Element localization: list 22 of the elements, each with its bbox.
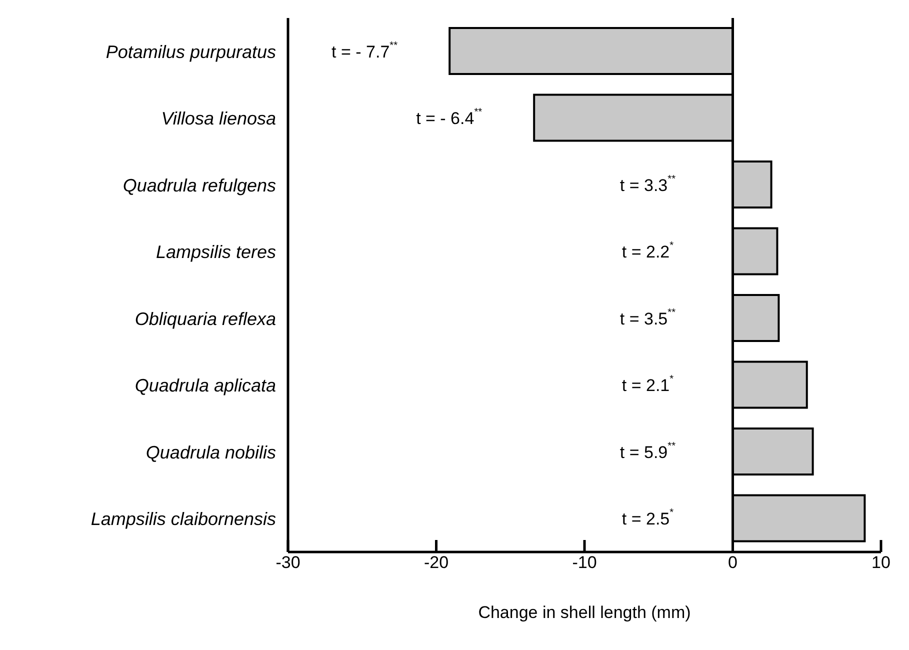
x-tick-label: -30 xyxy=(276,553,300,572)
y-tick-label: Quadrula aplicata xyxy=(134,376,276,396)
x-tick-label: 10 xyxy=(872,553,890,572)
x-tick-label: -10 xyxy=(572,553,597,572)
annotation: t = 5.9$^{**}$ xyxy=(620,440,676,462)
x-tick-label: 0 xyxy=(728,553,738,572)
annotation: t = 2.1$^{*}$ xyxy=(622,374,674,395)
annotation: t = 2.5$^{*}$ xyxy=(622,508,674,528)
x-tick-label: -20 xyxy=(424,553,449,572)
y-tick-label: Villosa lienosa xyxy=(161,108,276,129)
y-tick-label: Lampsilis teres xyxy=(156,242,276,262)
y-tick-label: Potamilus purpuratus xyxy=(106,42,276,62)
annotation: t = - 7.7$^{**}$ xyxy=(332,40,398,61)
annotation: t = 3.3$^{**}$ xyxy=(620,174,676,194)
y-tick-label: Obliquaria reflexa xyxy=(134,308,276,329)
y-tick-label: Lampsilis claibornensis xyxy=(90,509,276,530)
annotation: t = 2.2$^{*}$ xyxy=(622,240,674,262)
y-tick-label: Quadrula nobilis xyxy=(146,442,276,462)
x-axis-title: Change in shell length (mm) xyxy=(478,603,691,622)
annotation: t = 3.5$^{**}$ xyxy=(620,307,676,328)
y-tick-label: Quadrula refulgens xyxy=(122,175,276,196)
annotation: t = - 6.4$^{**}$ xyxy=(416,107,482,128)
